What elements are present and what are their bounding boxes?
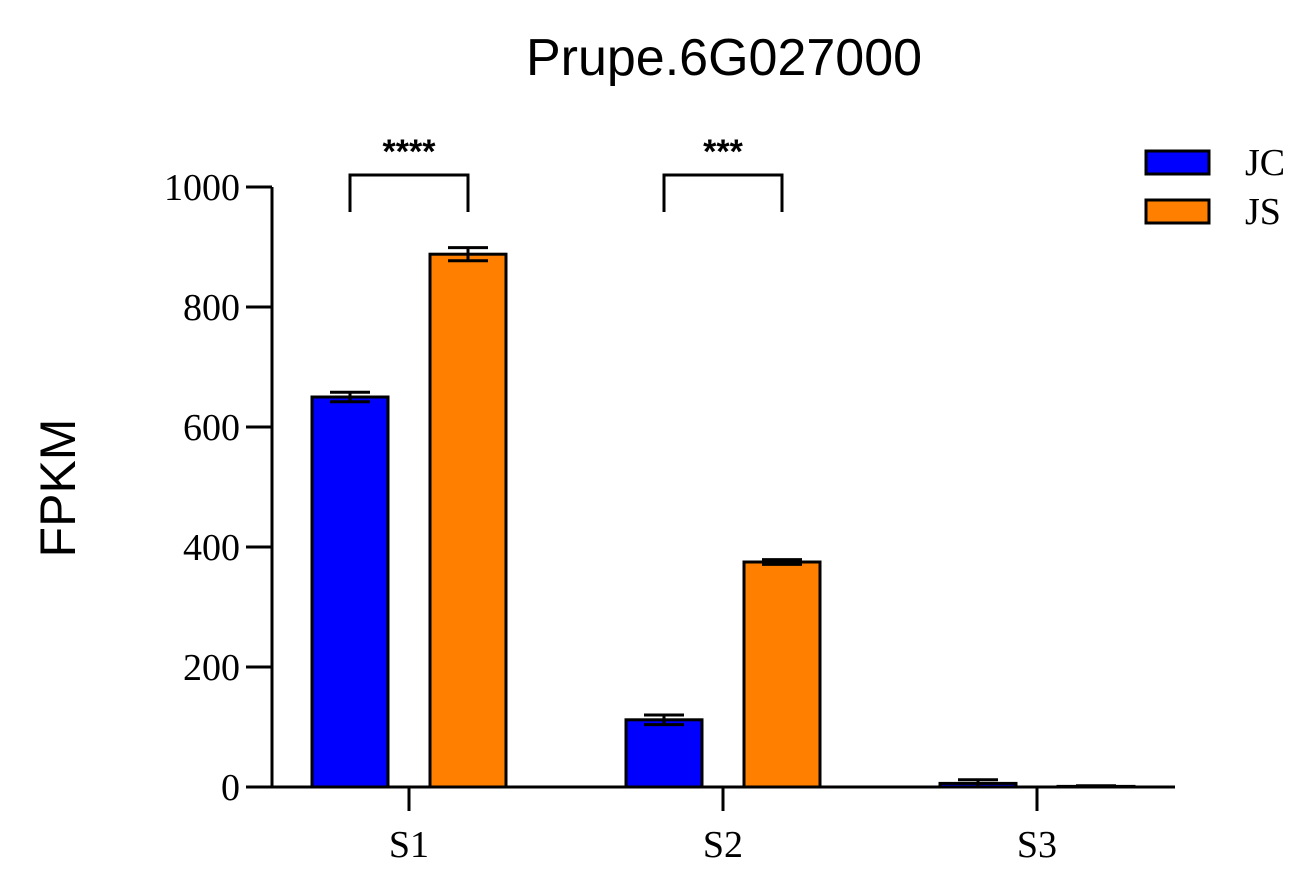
x-tick-label-s2: S2 <box>703 824 743 866</box>
significance-group: **** *** <box>348 133 784 212</box>
legend-label-jc: JC <box>1245 142 1285 184</box>
y-axis-label: FPKM <box>30 419 86 558</box>
significance-label-s1: **** <box>383 133 437 171</box>
x-tick-label-s1: S1 <box>389 824 429 866</box>
y-tick-label-0: 0 <box>221 767 240 809</box>
legend-swatch-js <box>1144 198 1211 225</box>
x-axis: S1 S2 S3 <box>246 785 1175 866</box>
legend-swatch-jc <box>1144 149 1211 176</box>
chart-title: Prupe.6G027000 <box>526 29 922 87</box>
significance-label-s2: *** <box>703 133 743 171</box>
bar-jc-s1 <box>310 395 390 789</box>
x-tick-label-s3: S3 <box>1017 824 1057 866</box>
y-axis: 0 200 400 600 800 1000 <box>164 167 274 809</box>
bars-group <box>310 252 1136 789</box>
bar-jc-s2 <box>624 718 704 789</box>
y-tick-label-3: 600 <box>183 407 240 449</box>
legend-label-js: JS <box>1245 191 1281 233</box>
bar-js-s1 <box>428 252 508 789</box>
y-tick-label-4: 800 <box>183 287 240 329</box>
bar-js-s2 <box>742 560 822 789</box>
y-tick-label-1: 200 <box>183 647 240 689</box>
y-tick-label-2: 400 <box>183 527 240 569</box>
significance-bracket-s1 <box>348 173 470 212</box>
error-bars-group <box>330 246 1116 789</box>
legend: JC JS <box>1144 142 1285 233</box>
significance-bracket-s2 <box>662 173 784 212</box>
y-tick-label-5: 1000 <box>164 167 240 209</box>
